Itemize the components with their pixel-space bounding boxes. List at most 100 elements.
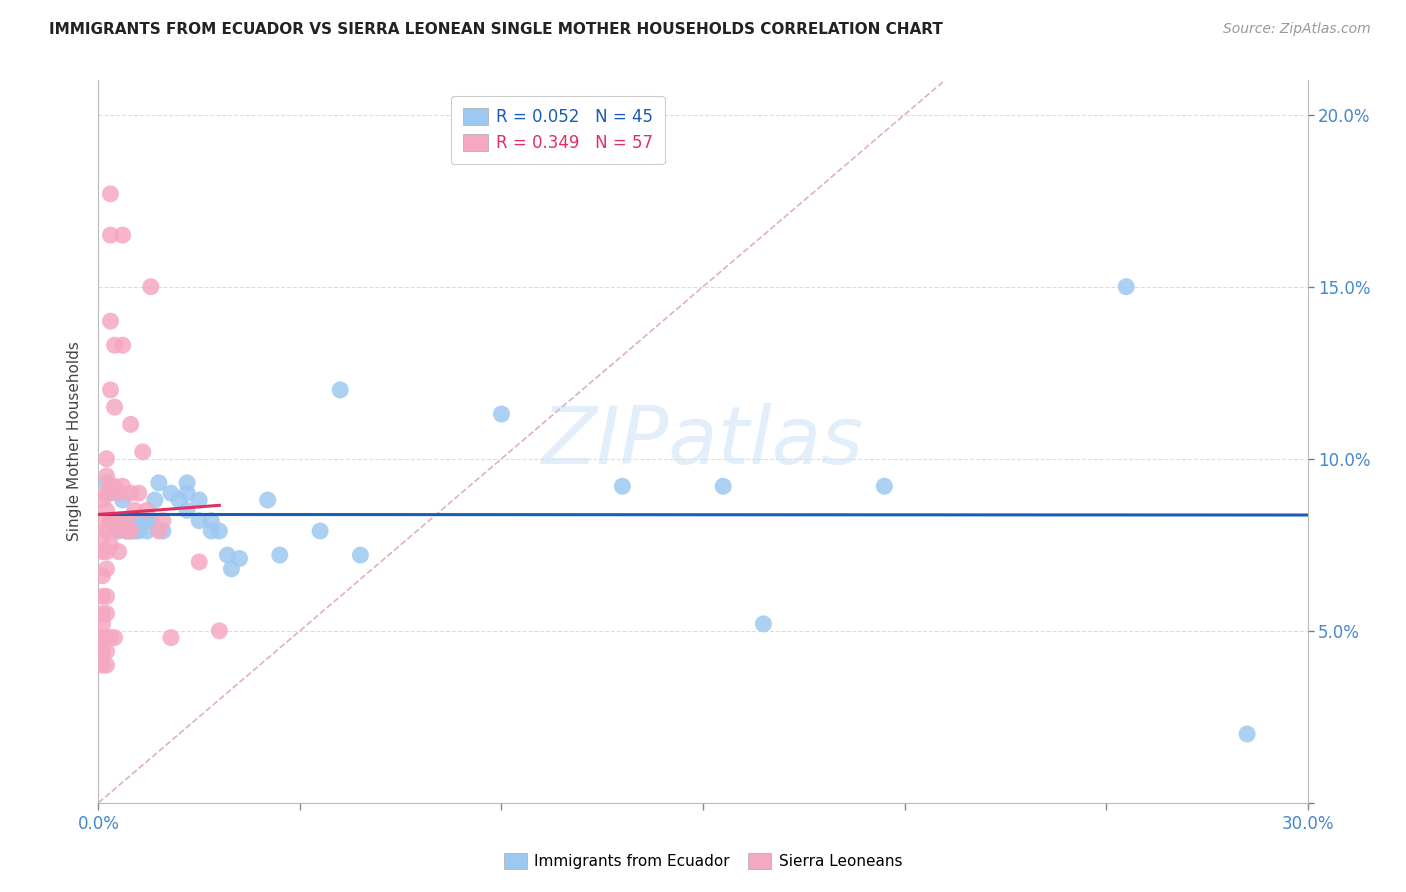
Point <box>152 514 174 528</box>
Point <box>491 407 513 421</box>
Point <box>96 590 118 604</box>
Point <box>135 514 157 528</box>
Point <box>91 631 114 645</box>
Point <box>135 524 157 538</box>
Point <box>752 616 775 631</box>
Point <box>228 551 250 566</box>
Point <box>128 486 150 500</box>
Point <box>188 555 211 569</box>
Point <box>91 493 114 508</box>
Point <box>100 486 122 500</box>
Point <box>103 479 125 493</box>
Point <box>612 479 634 493</box>
Point <box>100 186 122 201</box>
Point <box>107 514 129 528</box>
Point <box>152 524 174 538</box>
Point <box>120 524 142 538</box>
Point <box>103 524 125 538</box>
Point <box>107 524 129 538</box>
Text: ZIPatlas: ZIPatlas <box>541 402 865 481</box>
Point <box>208 524 231 538</box>
Point <box>139 514 162 528</box>
Point <box>188 514 211 528</box>
Text: Source: ZipAtlas.com: Source: ZipAtlas.com <box>1223 22 1371 37</box>
Point <box>160 486 183 500</box>
Point <box>188 493 211 508</box>
Point <box>329 383 352 397</box>
Point <box>200 514 222 528</box>
Point <box>107 514 129 528</box>
Point <box>91 658 114 673</box>
Point <box>100 383 122 397</box>
Point <box>176 486 198 500</box>
Point <box>148 475 170 490</box>
Point <box>100 538 122 552</box>
Point <box>91 616 114 631</box>
Point <box>120 486 142 500</box>
Point <box>208 624 231 638</box>
Point <box>120 417 142 432</box>
Point <box>120 524 142 538</box>
Point <box>111 338 134 352</box>
Point <box>96 475 118 490</box>
Point <box>100 514 122 528</box>
Point <box>91 544 114 558</box>
Point <box>873 479 896 493</box>
Point <box>107 486 129 500</box>
Point <box>100 314 122 328</box>
Point <box>124 524 146 538</box>
Point <box>100 631 122 645</box>
Point <box>200 524 222 538</box>
Point <box>96 562 118 576</box>
Point <box>128 524 150 538</box>
Point <box>91 514 114 528</box>
Y-axis label: Single Mother Households: Single Mother Households <box>67 342 83 541</box>
Point <box>309 524 332 538</box>
Point <box>96 451 118 466</box>
Point <box>107 544 129 558</box>
Point <box>148 524 170 538</box>
Point <box>115 524 138 538</box>
Point <box>115 514 138 528</box>
Point <box>139 279 162 293</box>
Point <box>91 590 114 604</box>
Point <box>111 493 134 508</box>
Legend: Immigrants from Ecuador, Sierra Leoneans: Immigrants from Ecuador, Sierra Leoneans <box>498 847 908 875</box>
Point <box>96 631 118 645</box>
Point <box>103 514 125 528</box>
Point <box>132 445 155 459</box>
Point <box>349 548 371 562</box>
Point <box>128 514 150 528</box>
Point <box>111 479 134 493</box>
Point <box>711 479 734 493</box>
Point <box>91 644 114 658</box>
Point <box>269 548 291 562</box>
Point <box>103 338 125 352</box>
Point <box>96 486 118 500</box>
Point <box>115 514 138 528</box>
Point <box>176 503 198 517</box>
Point <box>96 658 118 673</box>
Point <box>1236 727 1258 741</box>
Point <box>111 514 134 528</box>
Point <box>143 493 166 508</box>
Point <box>96 524 118 538</box>
Point <box>91 531 114 545</box>
Point <box>160 631 183 645</box>
Point <box>1115 279 1137 293</box>
Point <box>103 400 125 414</box>
Point <box>115 524 138 538</box>
Point <box>96 644 118 658</box>
Legend: R = 0.052   N = 45, R = 0.349   N = 57: R = 0.052 N = 45, R = 0.349 N = 57 <box>451 95 665 164</box>
Point <box>135 503 157 517</box>
Point <box>176 475 198 490</box>
Point <box>100 479 122 493</box>
Point <box>91 607 114 621</box>
Point <box>256 493 278 508</box>
Point <box>96 503 118 517</box>
Point <box>96 469 118 483</box>
Point <box>132 514 155 528</box>
Point <box>124 503 146 517</box>
Point <box>217 548 239 562</box>
Point <box>167 493 190 508</box>
